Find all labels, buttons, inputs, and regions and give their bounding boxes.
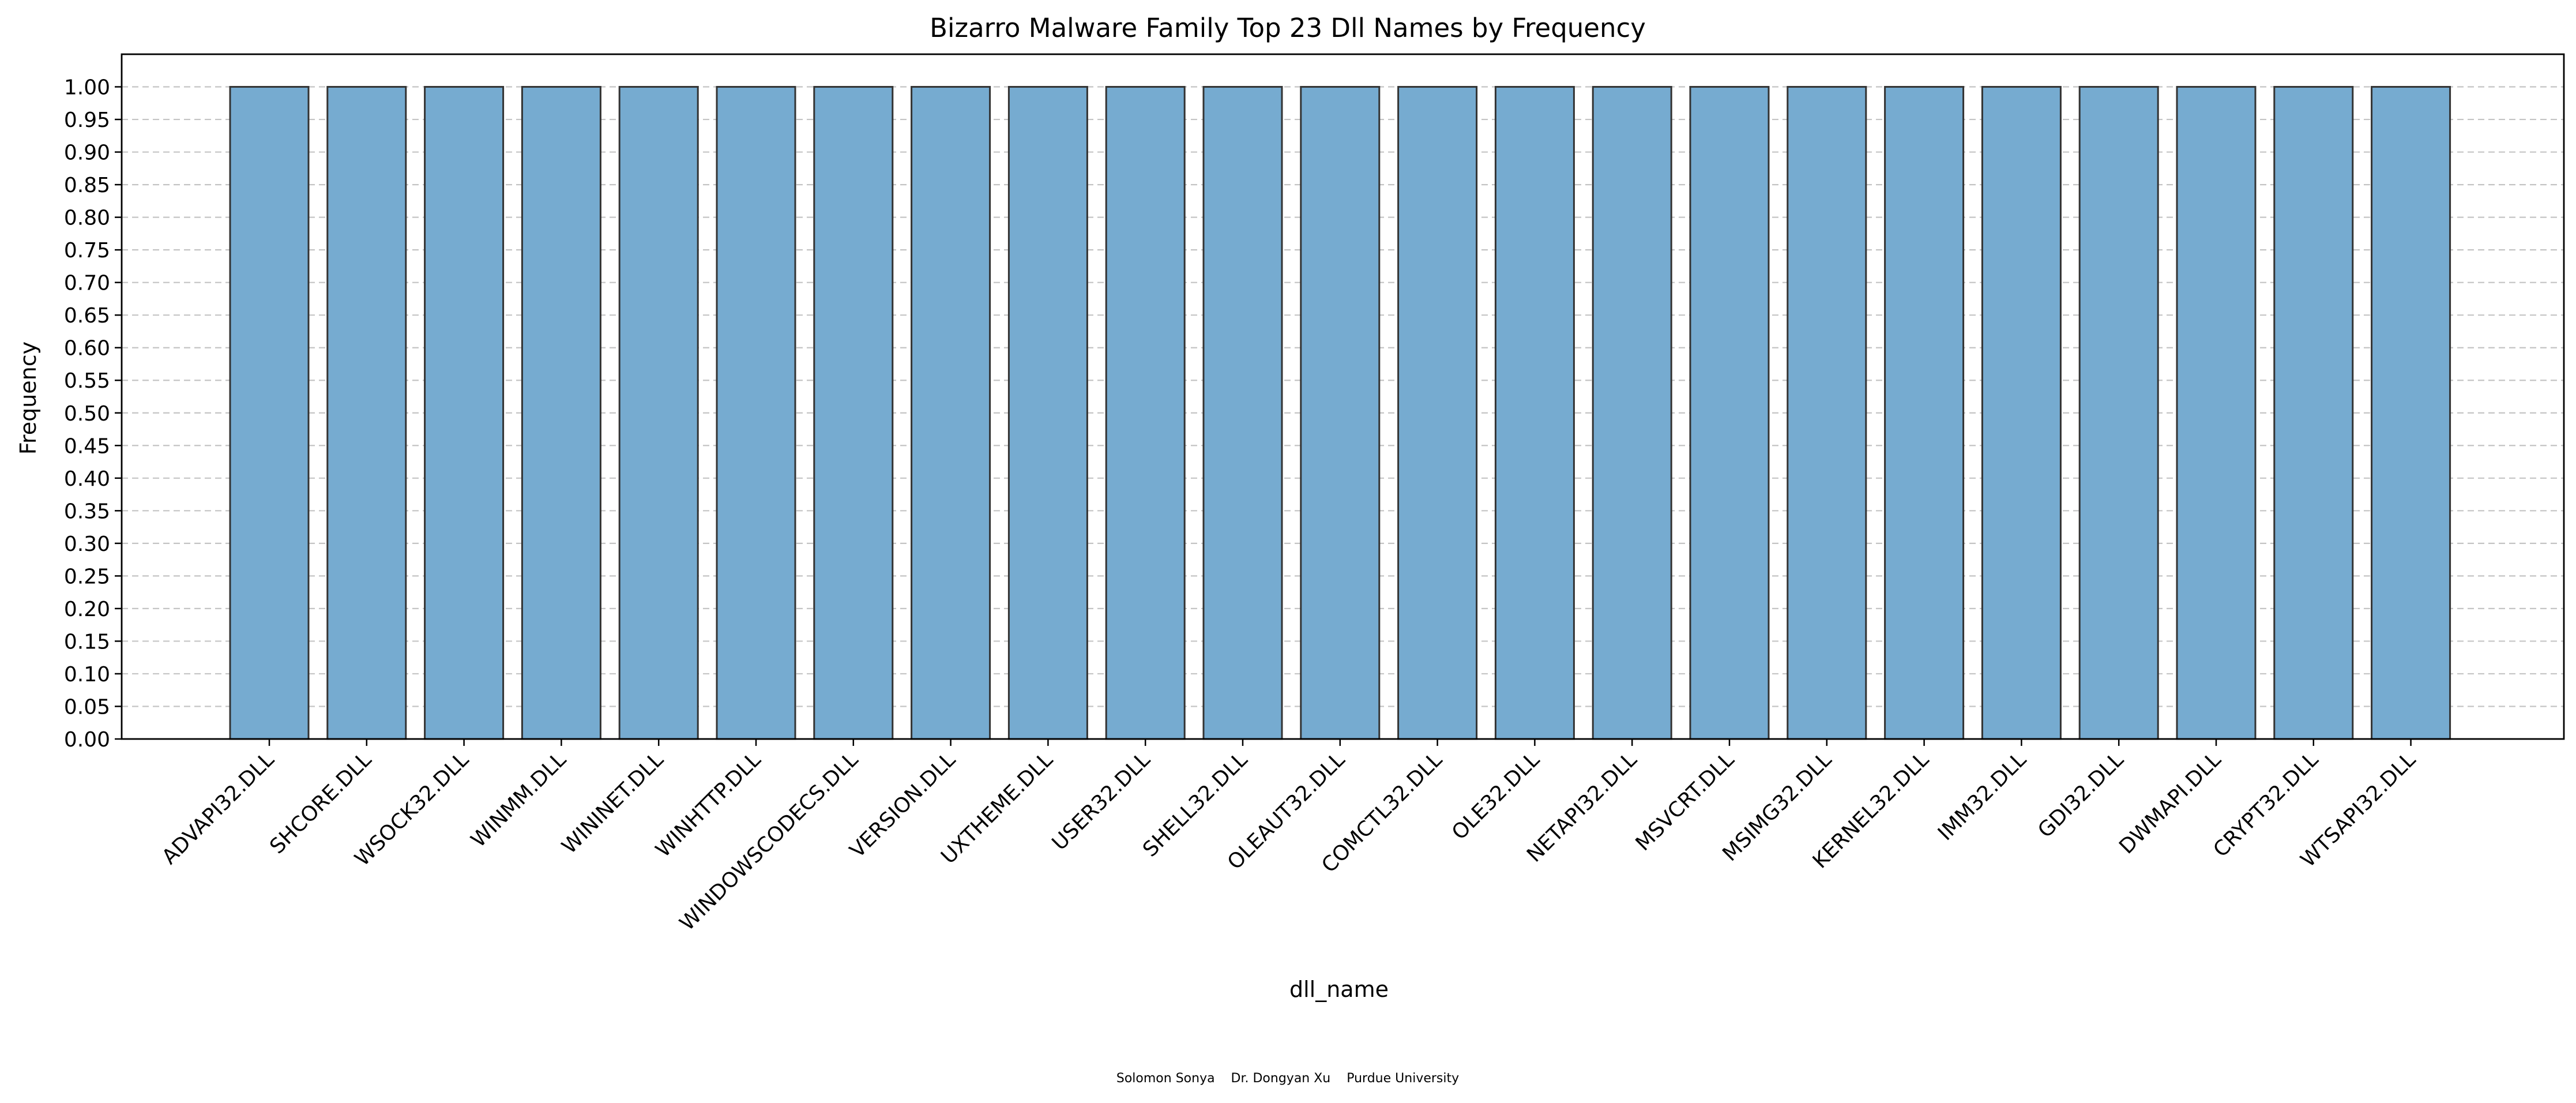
- y-tick-label: 0.80: [64, 207, 110, 230]
- y-axis-label: Frequency: [16, 342, 41, 455]
- bars: [229, 86, 2451, 740]
- x-tick-label: USER32.DLL: [1048, 748, 1155, 855]
- bar: [326, 86, 407, 740]
- x-axis-label: dll_name: [1289, 977, 1389, 1002]
- y-tick-label: 0.10: [64, 663, 110, 686]
- credit-text: Solomon Sonya Dr. Dongyan Xu Purdue Univ…: [1116, 1071, 1459, 1086]
- bar: [1494, 86, 1575, 740]
- bar: [424, 86, 505, 740]
- bar: [1300, 86, 1381, 740]
- y-tick-label: 0.00: [64, 728, 110, 752]
- y-tick-label: 0.50: [64, 402, 110, 426]
- bar: [1787, 86, 1867, 740]
- bar: [1592, 86, 1672, 740]
- x-tick-label: WININET.DLL: [558, 748, 668, 858]
- y-tick-label: 0.20: [64, 598, 110, 621]
- x-tick-label: ADVAPI32.DLL: [157, 748, 279, 869]
- x-tick-label: SHCORE.DLL: [265, 748, 376, 858]
- y-tick-label: 0.45: [64, 434, 110, 458]
- y-tick-label: 0.60: [64, 337, 110, 361]
- bar: [1884, 86, 1965, 740]
- bar: [2371, 86, 2451, 740]
- bar: [1981, 86, 2062, 740]
- bar: [1397, 86, 1478, 740]
- y-tick-label: 0.40: [64, 467, 110, 491]
- y-tick-label: 0.15: [64, 630, 110, 654]
- y-tick-label: 0.95: [64, 108, 110, 132]
- y-tick-label: 0.25: [64, 565, 110, 588]
- x-tick-label: IMM32.DLL: [1934, 748, 2031, 845]
- bar: [229, 86, 310, 740]
- x-axis: ADVAPI32.DLLSHCORE.DLLWSOCK32.DLLWINMM.D…: [157, 739, 2420, 936]
- bar: [813, 86, 894, 740]
- x-tick-label: SHELL32.DLL: [1138, 748, 1252, 861]
- bar: [2176, 86, 2257, 740]
- x-tick-label: MSVCRT.DLL: [1631, 748, 1739, 856]
- plot-frame: [121, 53, 2565, 740]
- chart-title: Bizarro Malware Family Top 23 Dll Names …: [930, 13, 1646, 43]
- x-tick-label: OLE32.DLL: [1447, 748, 1544, 845]
- y-tick-label: 0.90: [64, 141, 110, 165]
- y-tick-label: 0.70: [64, 272, 110, 295]
- y-tick-label: 1.00: [64, 76, 110, 100]
- x-tick-label: WINDOWSCODECS.DLL: [675, 748, 863, 935]
- y-tick-label: 0.05: [64, 695, 110, 719]
- bar: [911, 86, 991, 740]
- y-tick-label: 0.85: [64, 174, 110, 197]
- x-tick-label: CRYPT32.DLL: [2209, 748, 2323, 862]
- y-tick-label: 0.65: [64, 304, 110, 328]
- bar: [1105, 86, 1186, 740]
- y-tick-label: 0.75: [64, 239, 110, 262]
- bar: [1689, 86, 1770, 740]
- x-tick-label: GDI32.DLL: [2033, 748, 2128, 842]
- y-tick-label: 0.55: [64, 369, 110, 393]
- x-tick-label: DWMAPI.DLL: [2115, 748, 2225, 858]
- x-tick-label: WINMM.DLL: [467, 748, 571, 852]
- bar: [618, 86, 699, 740]
- y-axis: 0.00 0.05 0.10 0.15 0.20 0.25 0.30 0.35 0.40 0.45…: [64, 76, 122, 752]
- bar: [2273, 86, 2354, 740]
- bar: [521, 86, 601, 740]
- bar: [1007, 86, 1088, 740]
- y-tick-label: 0.30: [64, 532, 110, 556]
- bar: [1202, 86, 1283, 740]
- bar: [2078, 86, 2159, 740]
- y-tick-label: 0.35: [64, 500, 110, 523]
- bar: [716, 86, 796, 740]
